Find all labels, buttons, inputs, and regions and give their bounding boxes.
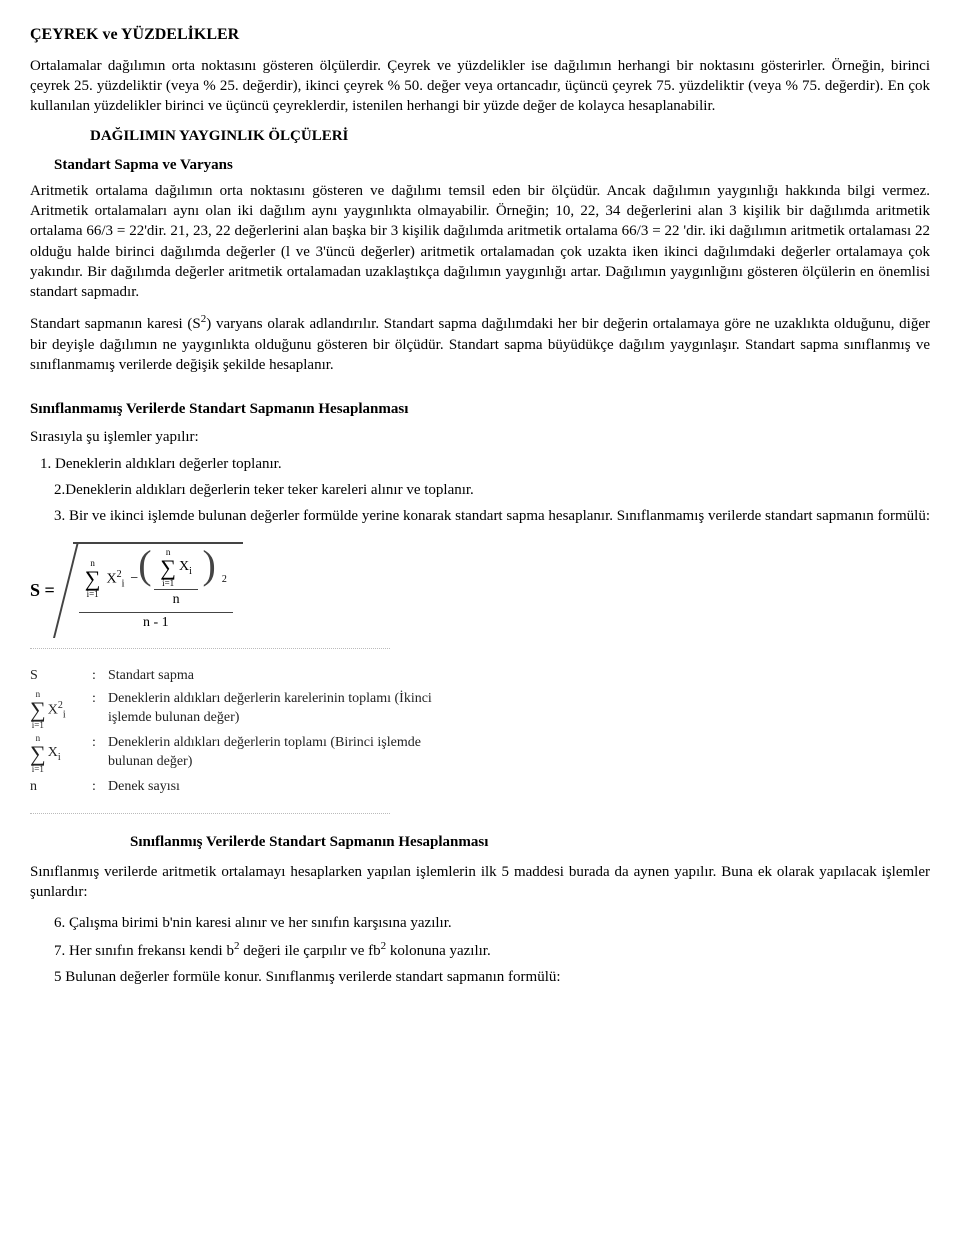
list-item-1: 1. Deneklerin aldıkları değerler toplanı… [40,454,930,474]
legend-row: S : Standart sapma [30,667,460,686]
colon: : [92,778,100,797]
sigma-icon: n ∑ i=1 [85,559,101,599]
legend-text: Deneklerin aldıkları değerlerin kareleri… [108,690,460,728]
section-heading-siniflanmamis: Sınıflanmamış Verilerde Standart Sapmanı… [30,399,930,419]
list-item-5: 5 Bulunan değerler formüle konur. Sınıfl… [54,967,930,987]
sigma-icon: n ∑ i=1 [160,548,176,588]
page-title: ÇEYREK ve YÜZDELİKLER [30,24,930,46]
squared: 2 [222,573,227,587]
legend-symbol-n: n [30,778,84,797]
section-heading-yayginlik: DAĞILIMIN YAYGINLIK ÖLÇÜLERİ [90,126,930,146]
para-variance: Standart sapmanın karesi (S2) varyans ol… [30,312,930,375]
para-siniflanmis-intro: Sınıflanmış verilerde aritmetik ortalama… [30,862,930,903]
legend-row: n : Denek sayısı [30,778,460,797]
colon: : [92,667,100,686]
colon: : [92,734,100,753]
para-aritmetik: Aritmetik ortalama dağılımın orta noktas… [30,181,930,303]
legend-symbol-sum-x: n∑i=1 Xi [30,734,84,774]
legend-text: Denek sayısı [108,778,460,797]
sqrt-symbol: n ∑ i=1 X2i − n ∑ [65,542,243,638]
legend-text: Standart sapma [108,667,460,686]
para-intro: Ortalamalar dağılımın orta noktasını gös… [30,56,930,117]
formula-lhs: S = [30,578,55,602]
section-heading-siniflanmis: Sınıflanmış Verilerde Standart Sapmanın … [130,832,930,852]
legend-row: n∑i=1 X2i : Deneklerin aldıkları değerle… [30,690,460,730]
minus-icon: − [130,570,138,589]
text: Standart sapmanın karesi (S [30,316,201,332]
text: 7. Her sınıfın frekansı kendi b [54,943,234,959]
subsection-heading-sapma: Standart Sapma ve Varyans [54,155,930,175]
divider [30,813,390,814]
formula-standard-deviation: S = n ∑ i=1 X2i − [30,536,390,644]
list-item-6: 6. Çalışma birimi b'nin karesi alınır ve… [54,913,930,933]
list-item-2: 2.Deneklerin aldıkları değerlerin teker … [54,480,930,500]
legend-symbol-s: S [30,667,84,686]
list-item-7: 7. Her sınıfın frekansı kendi b2 değeri … [54,939,930,961]
para-steps-intro: Sırasıyla şu işlemler yapılır: [30,427,930,447]
inner-fraction: n ∑ i=1 Xi n [144,547,208,611]
legend-row: n∑i=1 Xi : Deneklerin aldıkları değerler… [30,734,460,774]
legend-text: Deneklerin aldıkları değerlerin toplamı … [108,734,460,772]
formula-legend: S : Standart sapma n∑i=1 X2i : Denekleri… [30,667,460,797]
text: kolonuna yazılır. [386,943,491,959]
outer-fraction: n ∑ i=1 X2i − n ∑ [79,546,233,634]
colon: : [92,690,100,709]
text: değeri ile çarpılır ve fb [239,943,380,959]
legend-symbol-sum-x2: n∑i=1 X2i [30,690,84,730]
divider [30,648,390,649]
list-item-3: 3. Bir ve ikinci işlemde bulunan değerle… [54,506,930,526]
term: X2i [106,568,124,591]
